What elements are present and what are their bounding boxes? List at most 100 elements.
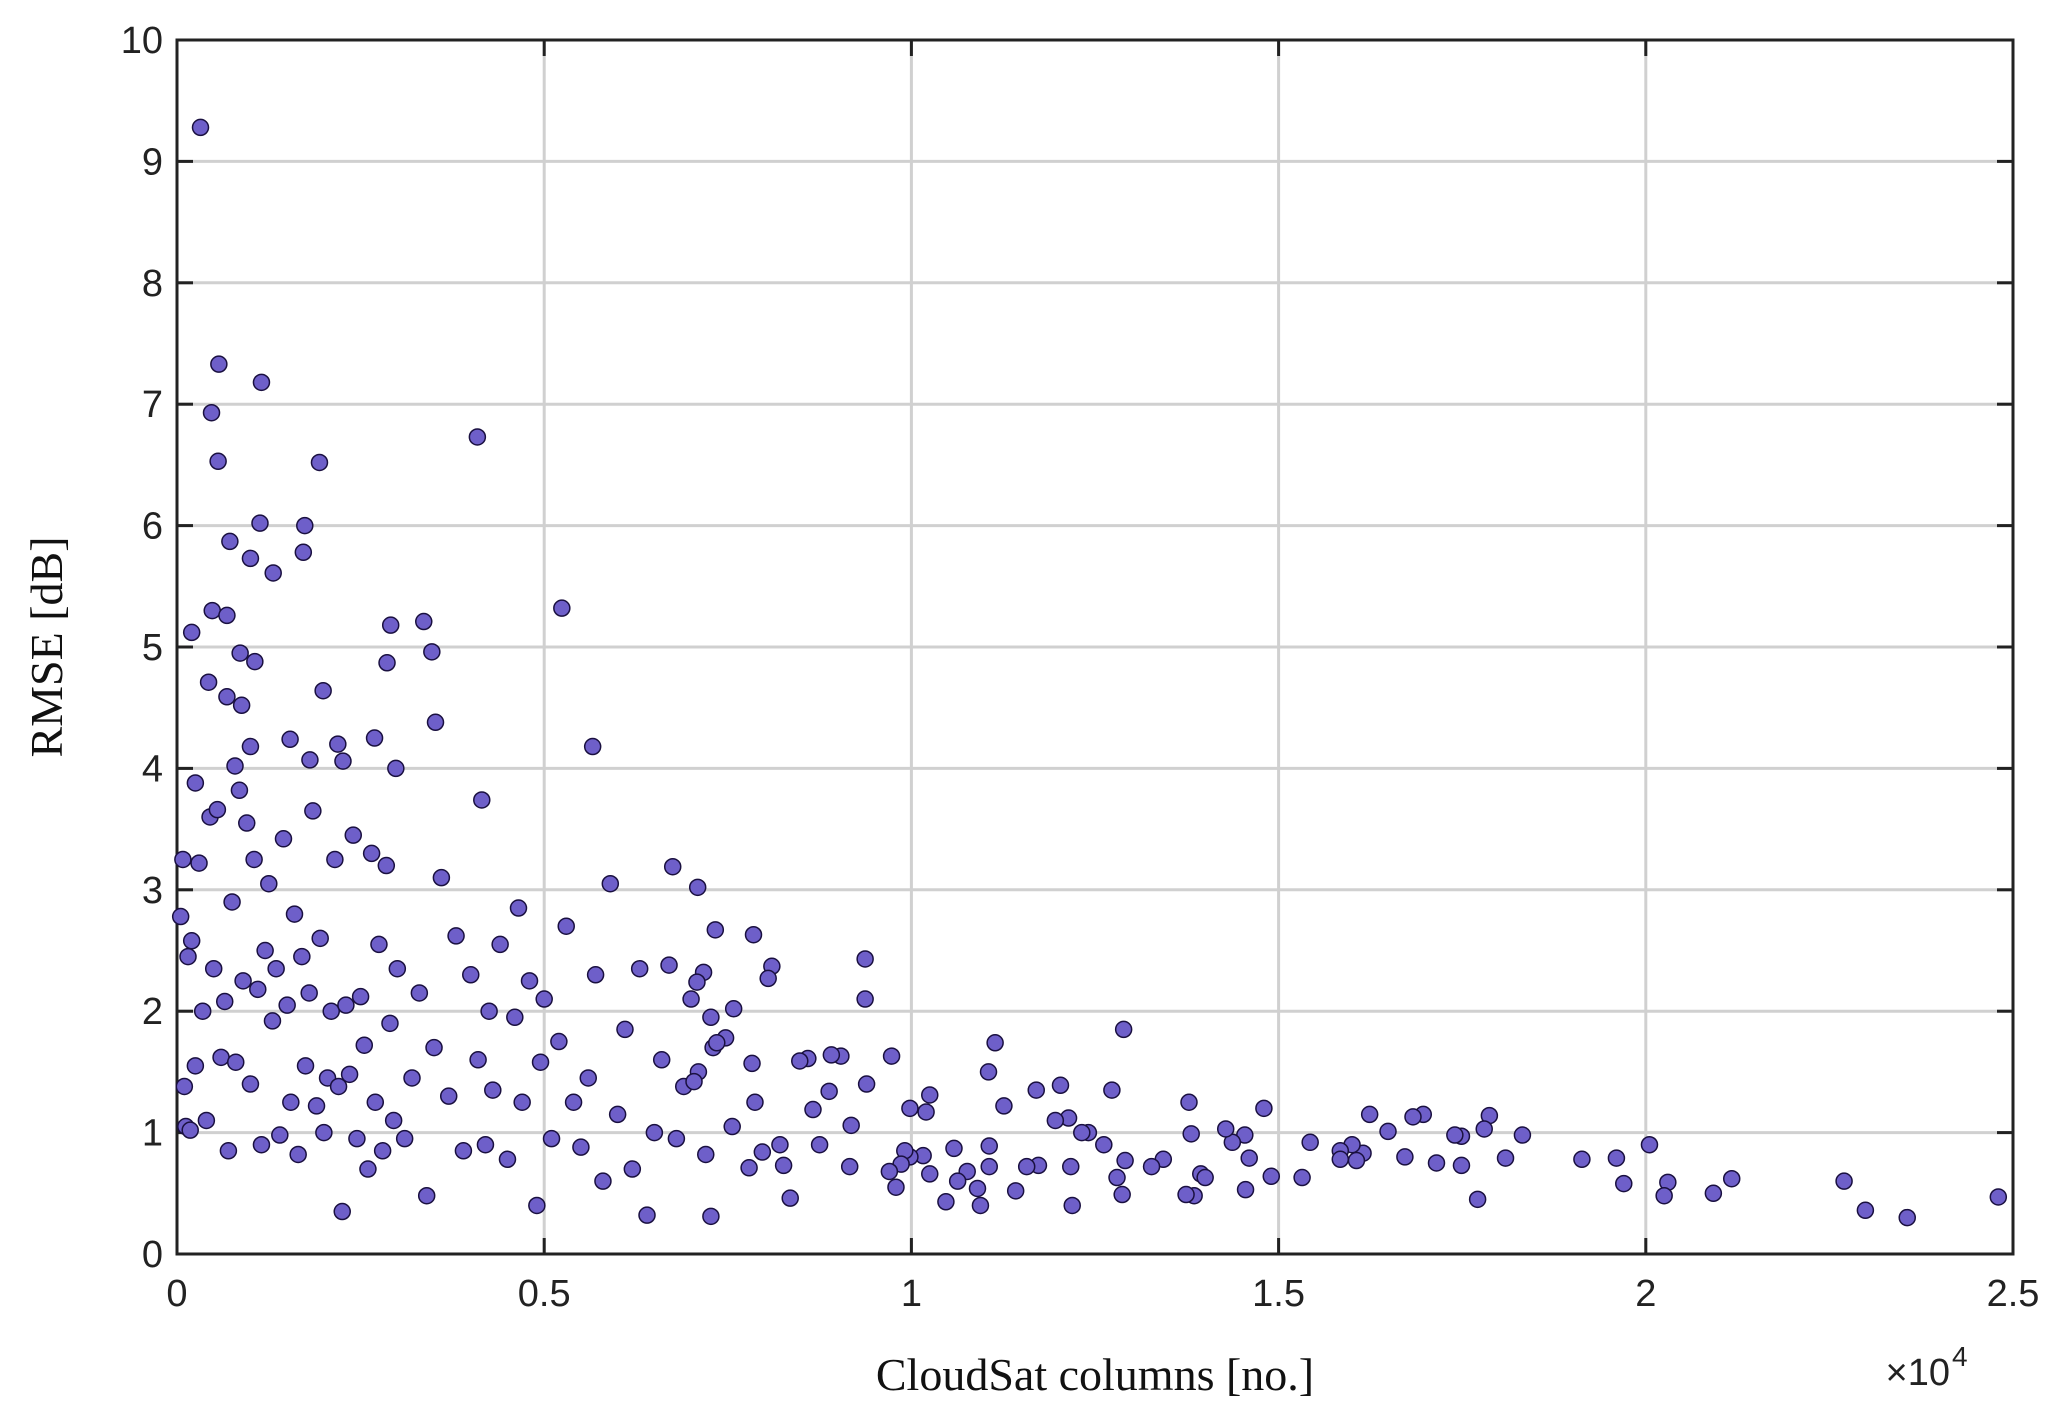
x-tick-label: 1: [901, 1273, 922, 1315]
point: [535, 990, 553, 1008]
point: [528, 1196, 546, 1215]
point: [1262, 1167, 1281, 1186]
point: [395, 1129, 414, 1148]
point: [822, 1046, 841, 1064]
point: [218, 688, 236, 706]
point: [857, 1075, 876, 1093]
point: [1142, 1157, 1161, 1176]
point: [186, 774, 205, 792]
point: [1216, 1120, 1235, 1138]
point: [388, 959, 407, 978]
point: [197, 1111, 216, 1130]
point: [175, 1077, 194, 1096]
point: [887, 1178, 905, 1196]
point: [1006, 1182, 1025, 1200]
point: [771, 1135, 789, 1154]
point: [432, 868, 451, 887]
point: [804, 1100, 822, 1119]
point: [856, 950, 874, 968]
point: [314, 681, 332, 700]
point: [623, 1160, 642, 1178]
point: [238, 814, 256, 832]
point: [506, 1008, 524, 1027]
point: [322, 1002, 340, 1020]
point: [1046, 1111, 1065, 1130]
x-tick-label: 1.5: [1252, 1273, 1305, 1315]
point: [439, 1087, 458, 1105]
y-tick-label: 0: [142, 1234, 163, 1276]
point: [1103, 1081, 1121, 1099]
point: [1255, 1099, 1273, 1118]
point: [1835, 1172, 1853, 1190]
point: [387, 759, 405, 778]
point: [979, 1063, 998, 1081]
point: [209, 452, 227, 471]
point: [289, 1145, 307, 1164]
point: [702, 1207, 720, 1226]
point: [1182, 1125, 1200, 1143]
point: [231, 644, 249, 662]
point: [652, 1051, 671, 1069]
point: [608, 1105, 627, 1124]
point: [1293, 1168, 1311, 1187]
point: [1236, 1180, 1255, 1199]
point: [1301, 1133, 1319, 1152]
point: [1113, 1185, 1131, 1204]
point: [186, 1057, 205, 1075]
point: [377, 856, 396, 875]
point: [1347, 1151, 1366, 1170]
point: [791, 1052, 809, 1070]
point: [820, 1082, 838, 1101]
point: [1063, 1196, 1081, 1215]
point: [425, 1038, 443, 1057]
point: [329, 1077, 348, 1096]
point: [415, 612, 433, 631]
point: [473, 791, 491, 809]
point: [260, 874, 278, 893]
point: [1180, 1093, 1198, 1111]
point: [241, 549, 260, 568]
point: [1446, 1126, 1464, 1144]
point: [256, 941, 274, 960]
point: [296, 1057, 315, 1075]
point: [583, 737, 602, 756]
point: [285, 905, 304, 923]
point: [340, 1065, 359, 1084]
point: [370, 935, 388, 954]
point: [300, 984, 318, 1002]
point: [241, 737, 260, 756]
point: [531, 1053, 550, 1071]
point: [304, 802, 322, 820]
point: [480, 1002, 498, 1020]
point: [251, 514, 269, 532]
point: [840, 1157, 859, 1176]
x-tick-label: 0.5: [518, 1273, 571, 1315]
y-axis-label: RMSE [dB]: [21, 536, 72, 757]
point: [252, 1135, 271, 1154]
point: [702, 1008, 720, 1027]
y-tick-label: 10: [121, 20, 163, 62]
point: [359, 1160, 377, 1178]
plot-frame: [175, 38, 2015, 1256]
point: [740, 1159, 758, 1177]
point: [550, 1032, 568, 1051]
point: [182, 932, 201, 950]
point: [182, 623, 201, 642]
point: [688, 878, 707, 897]
point: [174, 850, 192, 869]
point: [241, 1075, 260, 1093]
point: [381, 616, 400, 634]
point: [245, 850, 263, 869]
point: [842, 1116, 860, 1135]
y-tick-label: 5: [142, 627, 163, 669]
point: [378, 654, 396, 672]
point: [232, 696, 251, 715]
point: [384, 1111, 403, 1130]
point: [355, 1036, 374, 1054]
point: [307, 1097, 326, 1115]
point: [579, 1069, 598, 1087]
point: [601, 874, 620, 893]
point: [880, 1162, 899, 1181]
x-tick-label: 2.5: [1987, 1273, 2040, 1315]
point: [381, 1014, 399, 1033]
